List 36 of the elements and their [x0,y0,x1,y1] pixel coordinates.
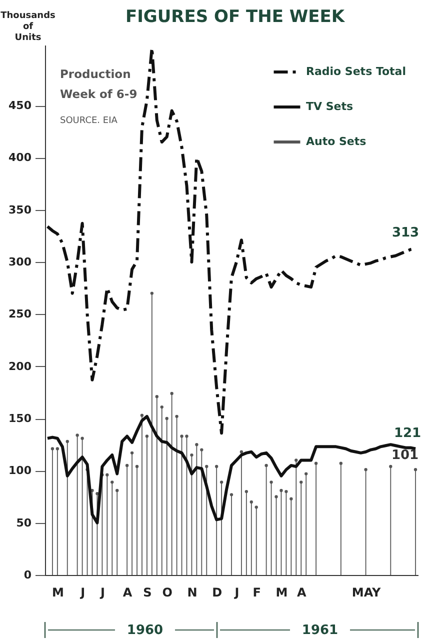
annotation: 313 [392,225,420,240]
legend-label: Radio Sets Total [306,65,406,78]
y-tick-label: 350 [8,203,32,216]
legend-label: TV Sets [306,100,354,113]
x-tick-label: A [122,586,133,600]
text: 1961 [302,623,338,638]
y-tick-label: 150 [8,412,32,426]
legend-label: Auto Sets [306,135,367,148]
x-tick-label: S [143,586,152,600]
y-axis-title: Thousands of Units [0,11,56,43]
x-tick-label: J [234,586,240,600]
annotation: 121 [394,426,421,441]
x-tick-label: M [52,586,64,600]
x-tick-label: O [162,586,172,600]
x-tick-label: N [187,586,198,600]
y-tick-label: 200 [8,360,32,373]
x-tick-label: MAY [352,586,381,600]
annotation: SOURCE. EIA [60,116,118,126]
text: 1960 [126,623,164,638]
annotation: Production [60,67,131,81]
x-tick-label: F [252,586,261,600]
chart-title: FIGURES OF THE WEEK [125,7,346,27]
x-tick-label: J [99,586,105,600]
x-tick-label: M [276,586,288,600]
annotation: Week of 6-9 [60,87,138,101]
y-tick-label: 100 [8,464,32,478]
x-tick-label: A [296,586,307,600]
y-tick-label: 0 [24,568,32,582]
y-tick-label: 50 [16,516,32,530]
x-tick-label: J [80,586,86,600]
y-tick-label: 400 [8,151,32,164]
annotation: 101 [391,448,419,463]
x-tick-label: D [212,586,222,600]
y-tick-label: 250 [8,308,32,321]
y-tick-label: 450 [8,99,32,112]
y-tick-label: 300 [8,256,32,269]
